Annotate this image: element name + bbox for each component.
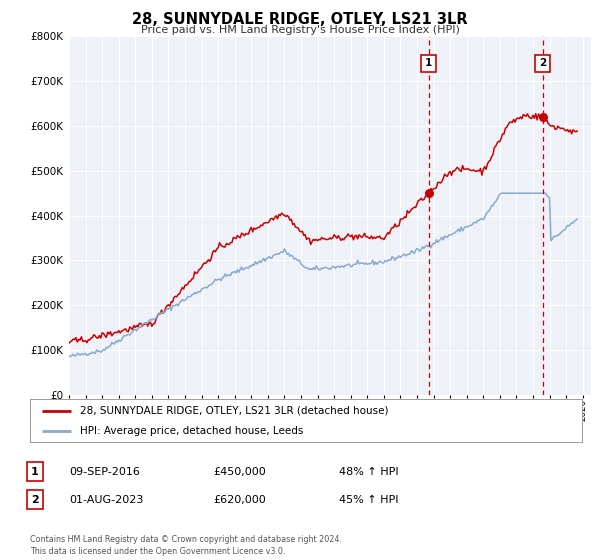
Text: 09-SEP-2016: 09-SEP-2016 [69,466,140,477]
Text: 2: 2 [31,494,38,505]
Text: £620,000: £620,000 [213,494,266,505]
Text: 01-AUG-2023: 01-AUG-2023 [69,494,143,505]
Text: Contains HM Land Registry data © Crown copyright and database right 2024.
This d: Contains HM Land Registry data © Crown c… [30,535,342,556]
Text: £450,000: £450,000 [213,466,266,477]
Text: 2: 2 [539,58,546,68]
Text: 45% ↑ HPI: 45% ↑ HPI [339,494,398,505]
Text: 1: 1 [425,58,432,68]
Text: HPI: Average price, detached house, Leeds: HPI: Average price, detached house, Leed… [80,426,303,436]
Text: 48% ↑ HPI: 48% ↑ HPI [339,466,398,477]
Text: 28, SUNNYDALE RIDGE, OTLEY, LS21 3LR: 28, SUNNYDALE RIDGE, OTLEY, LS21 3LR [132,12,468,27]
Text: 1: 1 [31,466,38,477]
Text: Price paid vs. HM Land Registry's House Price Index (HPI): Price paid vs. HM Land Registry's House … [140,25,460,35]
Text: 28, SUNNYDALE RIDGE, OTLEY, LS21 3LR (detached house): 28, SUNNYDALE RIDGE, OTLEY, LS21 3LR (de… [80,405,388,416]
